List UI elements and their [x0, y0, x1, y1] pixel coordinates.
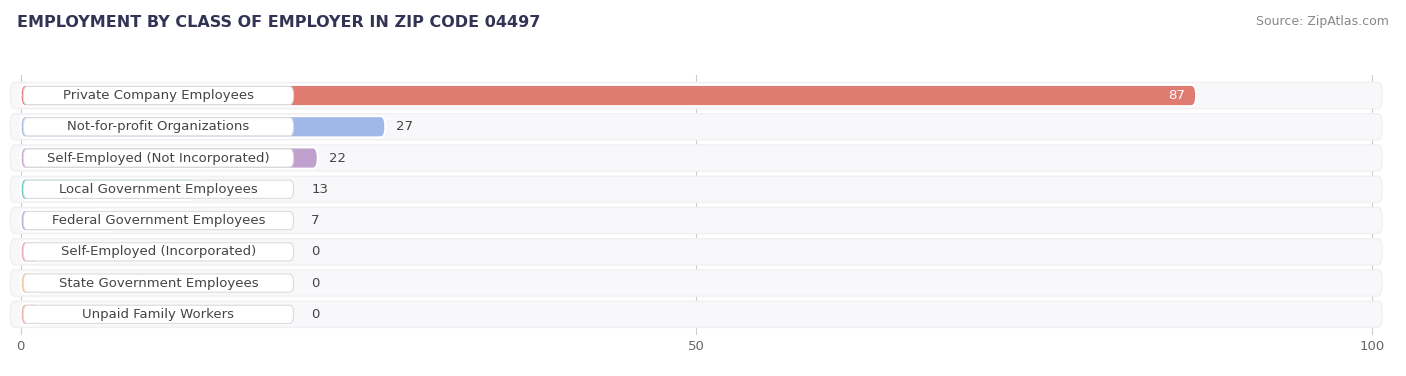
FancyBboxPatch shape	[11, 114, 1382, 139]
Text: 0: 0	[311, 308, 319, 321]
Text: Private Company Employees: Private Company Employees	[63, 89, 254, 102]
Text: Source: ZipAtlas.com: Source: ZipAtlas.com	[1256, 15, 1389, 28]
FancyBboxPatch shape	[21, 85, 1197, 106]
FancyBboxPatch shape	[11, 146, 1382, 171]
FancyBboxPatch shape	[21, 116, 385, 137]
Text: Federal Government Employees: Federal Government Employees	[52, 214, 266, 227]
Text: 13: 13	[311, 183, 328, 196]
Text: 87: 87	[1168, 89, 1185, 102]
Text: State Government Employees: State Government Employees	[59, 277, 259, 290]
FancyBboxPatch shape	[11, 208, 1382, 233]
FancyBboxPatch shape	[10, 144, 1382, 172]
FancyBboxPatch shape	[11, 177, 1382, 202]
FancyBboxPatch shape	[24, 274, 294, 292]
FancyBboxPatch shape	[11, 271, 1382, 296]
Text: 22: 22	[329, 152, 346, 165]
FancyBboxPatch shape	[24, 149, 294, 167]
FancyBboxPatch shape	[11, 83, 1382, 108]
FancyBboxPatch shape	[11, 302, 1382, 327]
Text: Unpaid Family Workers: Unpaid Family Workers	[83, 308, 235, 321]
FancyBboxPatch shape	[21, 147, 318, 169]
Text: 0: 0	[311, 245, 319, 258]
FancyBboxPatch shape	[24, 86, 294, 105]
FancyBboxPatch shape	[10, 176, 1382, 203]
FancyBboxPatch shape	[24, 211, 294, 230]
FancyBboxPatch shape	[24, 118, 294, 136]
FancyBboxPatch shape	[24, 243, 294, 261]
FancyBboxPatch shape	[11, 239, 1382, 264]
Text: 0: 0	[311, 277, 319, 290]
FancyBboxPatch shape	[10, 238, 1382, 265]
Text: Self-Employed (Incorporated): Self-Employed (Incorporated)	[60, 245, 256, 258]
FancyBboxPatch shape	[10, 269, 1382, 297]
FancyBboxPatch shape	[21, 210, 115, 231]
Text: Not-for-profit Organizations: Not-for-profit Organizations	[67, 120, 249, 133]
FancyBboxPatch shape	[10, 113, 1382, 141]
FancyBboxPatch shape	[10, 207, 1382, 234]
FancyBboxPatch shape	[21, 179, 197, 200]
FancyBboxPatch shape	[24, 305, 294, 323]
Text: Self-Employed (Not Incorporated): Self-Employed (Not Incorporated)	[46, 152, 270, 165]
FancyBboxPatch shape	[21, 304, 41, 325]
Text: EMPLOYMENT BY CLASS OF EMPLOYER IN ZIP CODE 04497: EMPLOYMENT BY CLASS OF EMPLOYER IN ZIP C…	[17, 15, 540, 30]
FancyBboxPatch shape	[21, 273, 41, 294]
Text: 7: 7	[311, 214, 319, 227]
FancyBboxPatch shape	[21, 241, 41, 262]
FancyBboxPatch shape	[10, 82, 1382, 109]
Text: Local Government Employees: Local Government Employees	[59, 183, 257, 196]
FancyBboxPatch shape	[24, 180, 294, 199]
Text: 27: 27	[396, 120, 413, 133]
FancyBboxPatch shape	[10, 300, 1382, 328]
